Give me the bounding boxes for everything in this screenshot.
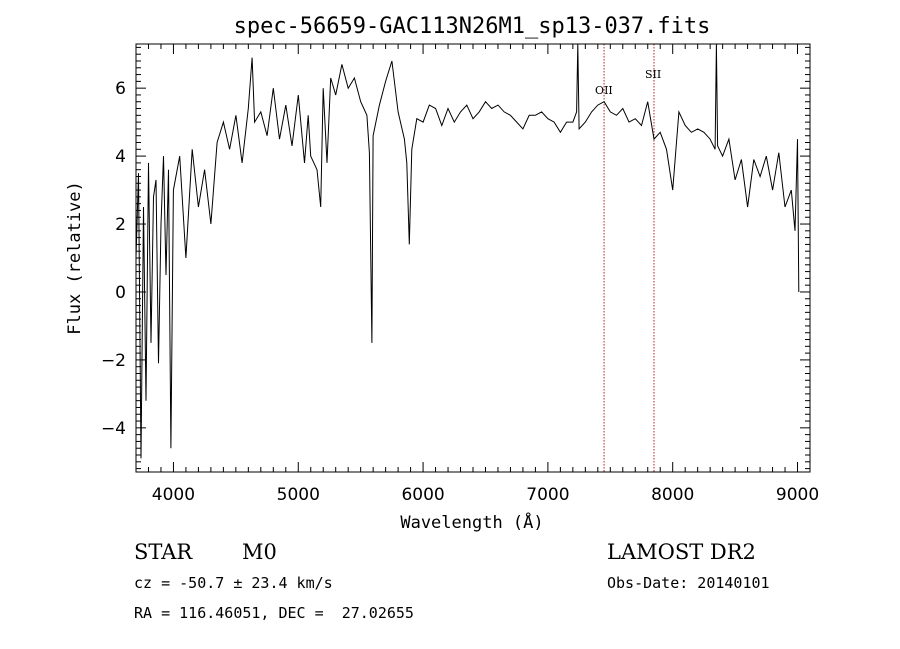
survey-name: LAMOST DR2: [607, 540, 756, 564]
spectrum-line: [135, 43, 800, 459]
x-tick-label: 9000: [776, 485, 819, 505]
y-tick-label: 6: [115, 79, 126, 99]
y-axis-ticks: −4 −2 0 2 4 6: [101, 46, 810, 470]
annotation-sii: SII: [645, 68, 661, 81]
line-annotations: OII SII: [595, 68, 661, 97]
chart-title: spec-56659-GAC113N26M1_sp13-037.fits: [234, 14, 711, 39]
y-axis-label: Flux (relative): [65, 181, 85, 335]
x-axis-label: Wavelength (Å): [400, 511, 543, 533]
x-tick-label: 7000: [526, 485, 569, 505]
x-tick-label: 6000: [401, 485, 444, 505]
x-axis-ticks: 4000 5000 6000 7000 8000 9000: [147, 44, 819, 505]
x-tick-label: 5000: [277, 485, 320, 505]
x-tick-label: 8000: [651, 485, 694, 505]
x-tick-label: 4000: [152, 485, 195, 505]
y-tick-label: −2: [101, 351, 126, 371]
object-subclass: M0: [242, 540, 277, 564]
annotation-oii: OII: [595, 84, 613, 97]
y-tick-label: −4: [101, 419, 126, 439]
emission-line-markers: [603, 44, 655, 472]
y-tick-label: 0: [115, 283, 126, 303]
object-class: STAR: [134, 540, 193, 564]
plot-frame: [135, 43, 811, 473]
redshift-velocity: cz = -50.7 ± 23.4 km/s: [134, 574, 333, 592]
y-tick-label: 2: [115, 215, 126, 235]
observation-date: Obs-Date: 20140101: [607, 574, 770, 592]
y-tick-label: 4: [115, 147, 126, 167]
coordinates: RA = 116.46051, DEC = 27.02655: [134, 604, 414, 622]
